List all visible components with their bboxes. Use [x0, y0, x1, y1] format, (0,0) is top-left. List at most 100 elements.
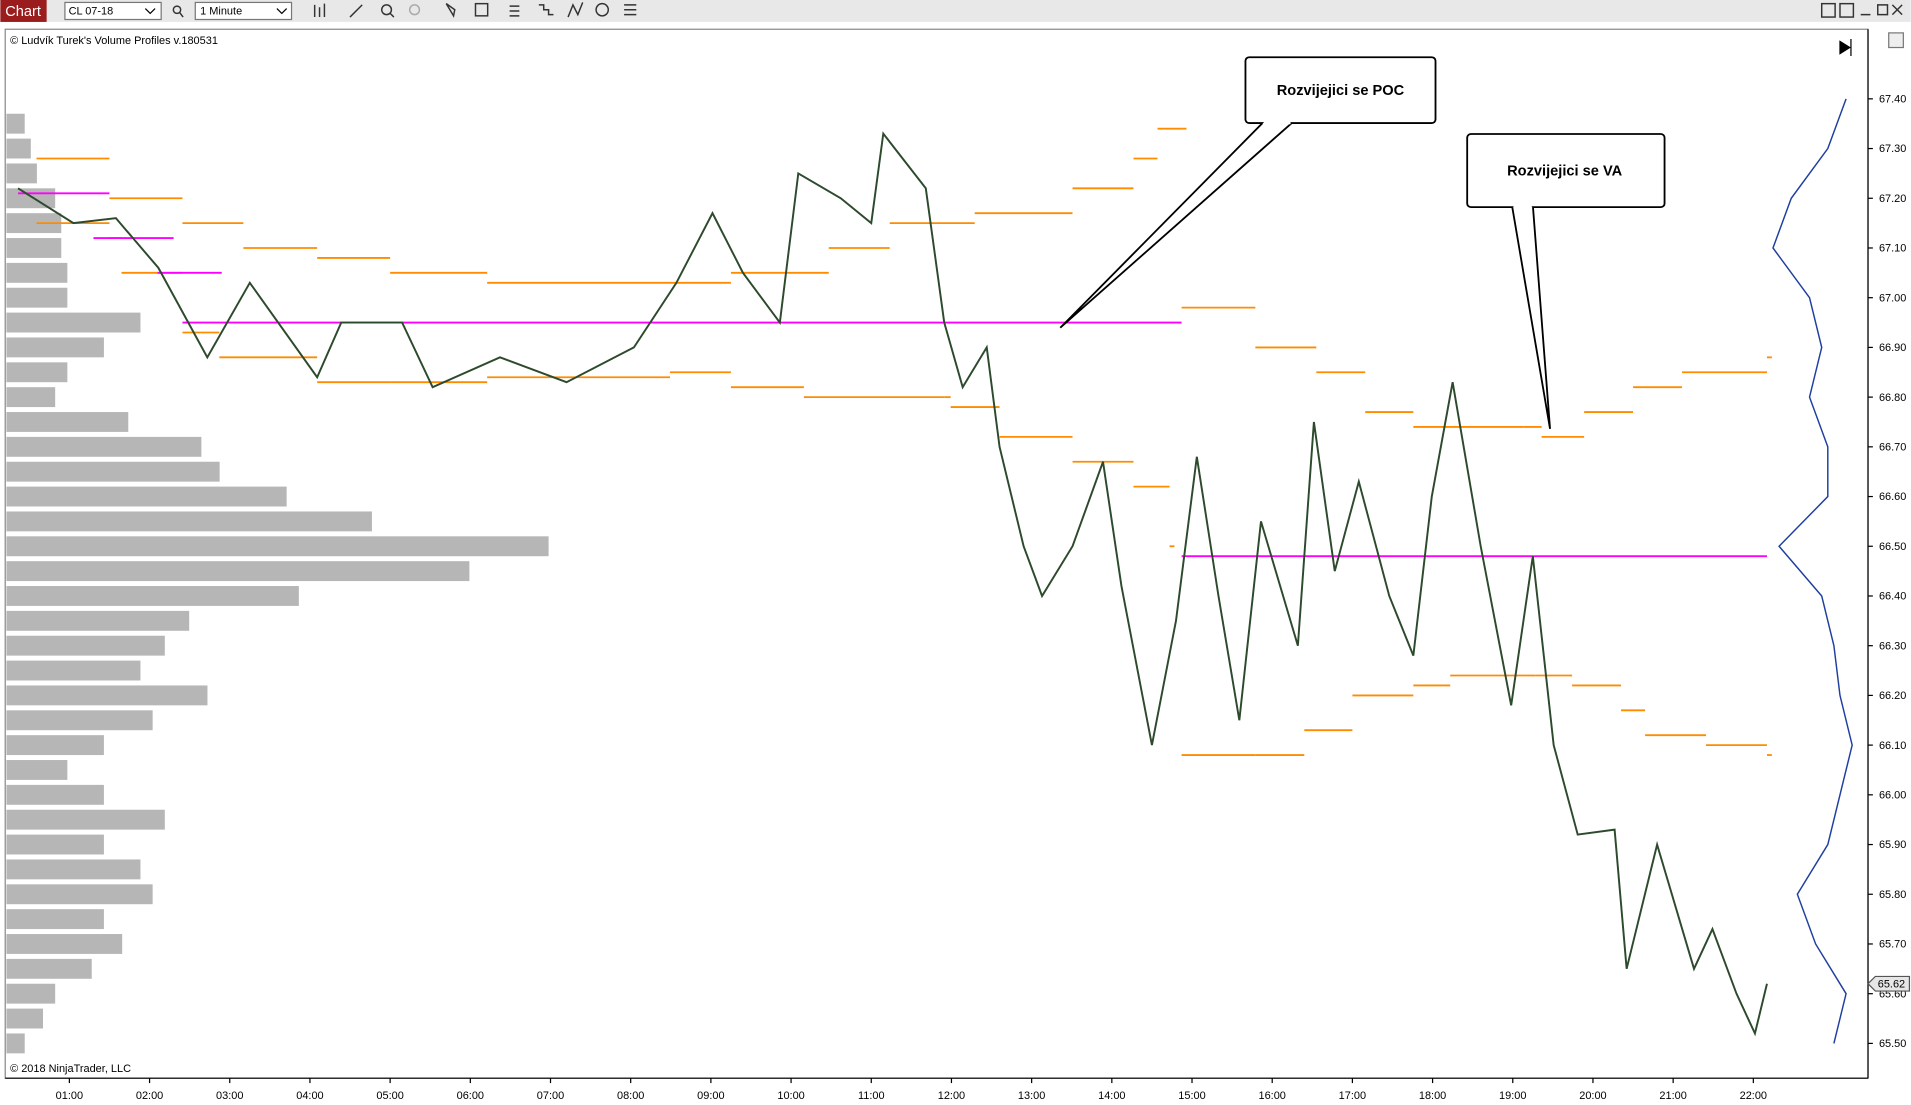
- y-tick-label: 66.70: [1879, 441, 1906, 453]
- profile-bar: [6, 958, 92, 979]
- toolbar-icons[interactable]: [172, 2, 1903, 18]
- profile-bar: [6, 262, 68, 283]
- interval-label: 1 Minute: [200, 6, 242, 18]
- instrument-select[interactable]: [64, 1, 162, 21]
- profile-bar: [6, 610, 190, 631]
- y-tick-label: 66.40: [1879, 591, 1906, 603]
- x-tick-label: 12:00: [938, 1090, 965, 1102]
- x-tick-label: 22:00: [1740, 1090, 1767, 1102]
- x-tick-label: 04:00: [296, 1090, 323, 1102]
- profile-bar: [6, 138, 31, 159]
- y-tick-label: 65.90: [1879, 839, 1906, 851]
- x-tick-label: 11:00: [858, 1090, 885, 1102]
- interval-select[interactable]: [194, 1, 293, 21]
- panel-button[interactable]: [1888, 32, 1904, 49]
- chart-tab-label: Chart: [5, 4, 41, 20]
- profile-bar: [6, 1033, 25, 1054]
- y-tick-label: 67.00: [1879, 292, 1906, 304]
- x-tick-label: 05:00: [376, 1090, 403, 1102]
- y-tick-label: 65.50: [1879, 1038, 1906, 1050]
- profile-bar: [6, 834, 104, 855]
- profile-bar: [6, 859, 141, 880]
- profile-bar: [6, 213, 62, 234]
- profile-bar: [6, 660, 141, 681]
- y-tick-label: 66.80: [1879, 392, 1906, 404]
- y-tick-label: 66.60: [1879, 491, 1906, 503]
- callout-pointer: [1511, 206, 1551, 429]
- y-tick-label: 66.10: [1879, 740, 1906, 752]
- profile-bar: [6, 909, 104, 930]
- y-tick-label: 66.00: [1879, 789, 1906, 801]
- profile-bar: [6, 188, 56, 209]
- profile-bar: [6, 163, 37, 184]
- y-tick-label: 66.50: [1879, 541, 1906, 553]
- y-tick-label: 66.90: [1879, 342, 1906, 354]
- callout-box: [1244, 56, 1437, 124]
- x-tick-label: 01:00: [56, 1090, 83, 1102]
- profile-bar: [6, 387, 56, 408]
- x-tick-label: 08:00: [617, 1090, 644, 1102]
- profile-bar: [6, 760, 68, 780]
- profile-bar: [6, 809, 165, 830]
- profile-bar: [6, 934, 123, 954]
- y-tick-label: 67.40: [1879, 93, 1906, 105]
- profile-bar: [6, 536, 549, 557]
- marks: 65.5065.6065.7065.8065.9066.0066.1066.20…: [6, 93, 1911, 1102]
- callout-box: [1466, 133, 1666, 209]
- x-tick-label: 10:00: [777, 1090, 804, 1102]
- profile-bar: [6, 635, 165, 656]
- profile-bar: [6, 685, 208, 706]
- right-profile: [1772, 98, 1853, 1044]
- x-tick-label: 06:00: [457, 1090, 484, 1102]
- profile-bar: [6, 511, 372, 532]
- profile-bar: [6, 362, 68, 383]
- x-tick-label: 20:00: [1579, 1090, 1606, 1102]
- x-tick-label: 18:00: [1419, 1090, 1446, 1102]
- y-tick-label: 66.20: [1879, 690, 1906, 702]
- profile-bar: [6, 436, 202, 457]
- profile-bar: [6, 586, 299, 606]
- profile-bar: [6, 884, 153, 905]
- y-tick-label: 66.30: [1879, 640, 1906, 652]
- profile-bar: [6, 983, 56, 1004]
- profile-bar: [6, 461, 220, 482]
- annotation: Rozvijejici se POC: [1277, 83, 1405, 99]
- x-tick-label: 09:00: [697, 1090, 724, 1102]
- x-tick-label: 19:00: [1499, 1090, 1526, 1102]
- chart-tab[interactable]: [0, 0, 47, 22]
- profile-bar: [6, 337, 104, 358]
- callout-pointer: [1059, 122, 1293, 329]
- indicator-label: © Ludvík Turek's Volume Profiles v.18053…: [10, 35, 218, 47]
- x-tick-label: 14:00: [1098, 1090, 1125, 1102]
- x-tick-label: 16:00: [1258, 1090, 1285, 1102]
- profile-bar: [6, 238, 62, 258]
- x-tick-label: 17:00: [1339, 1090, 1366, 1102]
- annotation: Rozvijejici se VA: [1507, 163, 1622, 179]
- profile-bar: [6, 113, 25, 134]
- dropdown-arrow: [276, 8, 288, 15]
- y-tick-label: 67.10: [1879, 243, 1906, 255]
- y-tick-label: 65.80: [1879, 889, 1906, 901]
- dropdown-arrow: [144, 8, 156, 15]
- x-tick-label: 02:00: [136, 1090, 163, 1102]
- profile-bar: [6, 735, 104, 756]
- scroll-end[interactable]: [1839, 38, 1852, 57]
- last-price-box: [1867, 975, 1911, 992]
- profile-bar: [6, 710, 153, 731]
- profile-bar: [6, 412, 129, 432]
- x-tick-label: 07:00: [537, 1090, 564, 1102]
- x-tick-label: 03:00: [216, 1090, 243, 1102]
- x-tick-label: 15:00: [1178, 1090, 1205, 1102]
- y-tick-label: 65.70: [1879, 939, 1906, 951]
- x-tick-label: 21:00: [1659, 1090, 1686, 1102]
- instrument-label: CL 07-18: [69, 6, 114, 18]
- profile-bar: [6, 784, 104, 805]
- price-line: [17, 131, 1768, 1037]
- y-tick-label: 67.20: [1879, 193, 1906, 205]
- profile-bar: [6, 312, 141, 333]
- profile-bar: [6, 486, 287, 507]
- profile-bar: [6, 1008, 43, 1029]
- last-price-label: 65.62: [1878, 978, 1905, 990]
- x-tick-label: 13:00: [1018, 1090, 1045, 1102]
